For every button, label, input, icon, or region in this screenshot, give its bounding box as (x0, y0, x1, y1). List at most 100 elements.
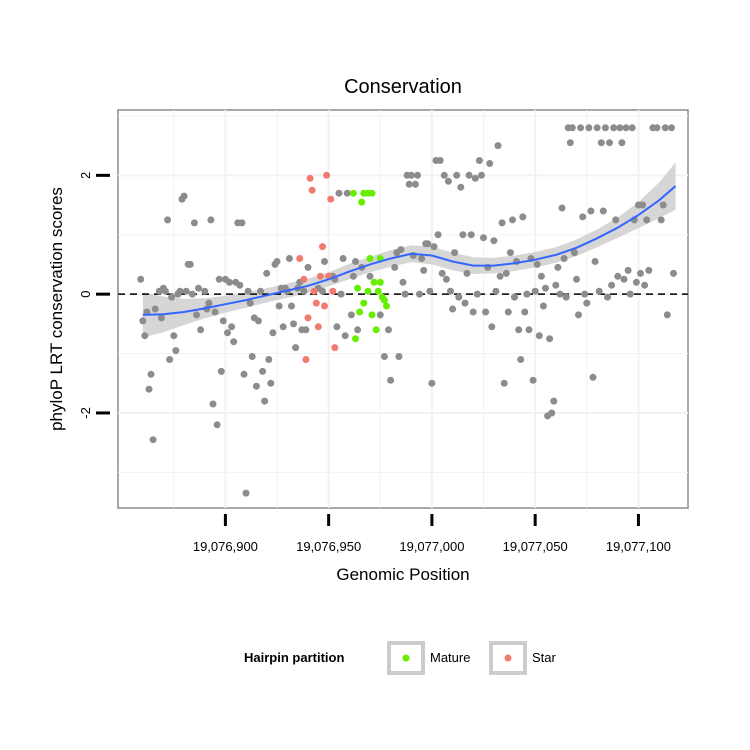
point-star (319, 243, 326, 251)
point-other (420, 266, 428, 274)
point-other (349, 272, 357, 280)
point-other (252, 382, 260, 390)
point-other (168, 293, 176, 301)
point-mature (364, 287, 372, 295)
point-other (548, 409, 556, 417)
point-other (461, 299, 469, 307)
point-other (352, 258, 359, 265)
point-other (583, 299, 591, 307)
point-other (147, 370, 155, 378)
point-other (387, 376, 395, 384)
point-other (614, 272, 622, 280)
point-other (601, 124, 609, 132)
point-other (496, 272, 504, 280)
point-other (506, 249, 514, 257)
point-other (430, 243, 438, 251)
point-other (145, 385, 153, 393)
point-other (236, 281, 244, 289)
point-star (323, 171, 331, 179)
point-other (585, 124, 593, 132)
data-points (137, 124, 677, 497)
point-other (529, 376, 537, 384)
y-tick-label: -2 (78, 407, 93, 419)
legend: Hairpin partition Mature Star (244, 641, 557, 675)
point-mature (354, 284, 362, 292)
point-other (465, 171, 473, 179)
point-other (539, 302, 547, 310)
point-other (449, 305, 457, 313)
point-other (186, 260, 194, 268)
point-other (482, 308, 490, 316)
point-other (653, 124, 661, 132)
point-other (618, 139, 626, 147)
point-other (616, 124, 624, 132)
point-other (259, 367, 267, 375)
point-other (285, 255, 293, 262)
point-other (242, 489, 250, 497)
point-other (170, 332, 178, 340)
point-other (149, 436, 157, 444)
point-other (219, 317, 227, 325)
point-other (333, 323, 341, 331)
point-other (620, 275, 628, 283)
chart-title: Conservation (344, 76, 462, 98)
point-star (314, 323, 322, 331)
point-other (610, 124, 618, 132)
point-mature (376, 278, 384, 286)
point-other (451, 249, 459, 257)
point-other (275, 302, 283, 310)
smooth-line (142, 185, 677, 316)
point-other (418, 255, 426, 262)
point-other (205, 299, 213, 307)
point-other (426, 287, 434, 295)
point-other (457, 183, 465, 191)
point-other (339, 255, 347, 262)
point-other (292, 344, 300, 352)
point-mature (368, 189, 376, 197)
point-other (502, 269, 510, 277)
point-star (316, 272, 324, 280)
point-other (213, 421, 221, 429)
point-other (663, 311, 671, 319)
y-axis: -2 0 2 (78, 172, 110, 419)
point-other (172, 347, 180, 355)
point-other (195, 284, 202, 292)
point-other (395, 353, 403, 360)
point-other (566, 139, 574, 147)
point-other (573, 275, 580, 283)
point-other (380, 353, 388, 360)
point-other (337, 290, 345, 298)
point-other (455, 293, 463, 301)
point-other (568, 124, 576, 132)
point-other (265, 356, 273, 363)
point-other (515, 326, 523, 334)
point-other (604, 293, 611, 301)
point-other (463, 269, 471, 277)
point-other (273, 258, 281, 265)
point-other (659, 201, 667, 209)
point-other (521, 308, 529, 316)
point-other (211, 308, 219, 316)
point-other (414, 171, 421, 179)
point-other (587, 207, 595, 215)
point-other (385, 326, 392, 334)
smooth-line-group (142, 185, 677, 316)
point-other (577, 124, 585, 132)
point-other (407, 171, 415, 179)
point-other (343, 189, 351, 197)
point-other (556, 290, 564, 298)
point-other (533, 260, 541, 268)
point-mature (370, 278, 378, 286)
point-other (257, 287, 264, 295)
point-other (626, 290, 634, 298)
point-other (575, 311, 582, 319)
point-other (554, 263, 562, 271)
point-other (597, 139, 605, 147)
point-other (399, 278, 407, 286)
point-other (608, 281, 616, 289)
point-other (475, 157, 483, 164)
point-other (411, 180, 419, 188)
point-other (279, 323, 287, 331)
point-other (579, 213, 587, 221)
